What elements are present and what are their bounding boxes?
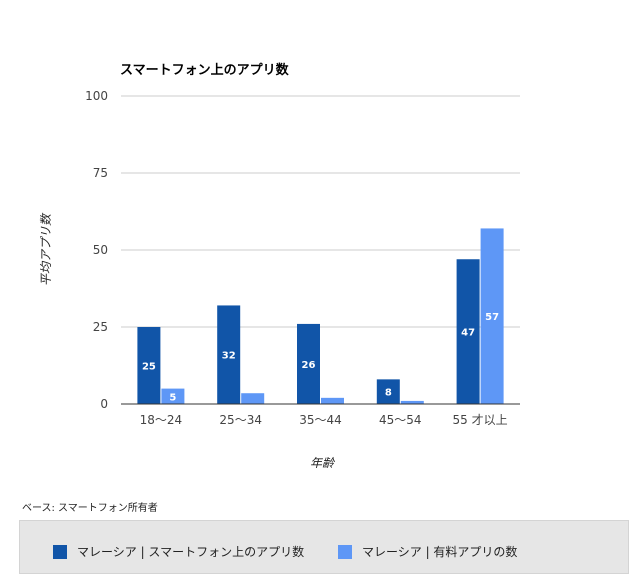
chart-title: スマートフォン上のアプリ数	[120, 62, 290, 78]
y-axis-ticks: 0 25 50 75 100	[85, 89, 108, 411]
x-tick-label-0: 18～24	[140, 413, 183, 427]
bar-label-s0-1: 32	[222, 351, 236, 362]
y-tick-label-0: 0	[100, 397, 108, 411]
bar-s0-1[interactable]	[217, 305, 241, 404]
bar-s0-4[interactable]	[456, 259, 480, 404]
legend-label-apps: マレーシア | スマートフォン上のアプリ数	[77, 545, 305, 559]
bar-chart: スマートフォン上のアプリ数 0 25 50 75 100 25 5 32 26 8 47 57 18…	[39, 62, 520, 470]
y-tick-label-50: 50	[93, 243, 108, 257]
bar-label-s1-0: 5	[169, 392, 176, 403]
legend-swatch-apps	[53, 544, 67, 559]
bar-label-s0-4: 47	[461, 328, 475, 339]
gridlines	[121, 95, 520, 328]
bar-s1-2[interactable]	[321, 397, 344, 404]
bar-s1-0[interactable]	[161, 388, 185, 404]
bar-s0-2[interactable]	[297, 323, 320, 404]
x-axis-ticks: 18～24 25～34 35～44 45～54 55 才以上	[140, 413, 508, 427]
legend-swatch-paid-apps	[338, 544, 352, 559]
legend-label-paid-apps: マレーシア | 有料アプリの数	[362, 545, 518, 559]
x-axis-label: 年齢	[310, 456, 336, 470]
y-tick-label-75: 75	[93, 166, 108, 180]
y-tick-label-25: 25	[93, 320, 108, 334]
bar-s0-3[interactable]	[376, 379, 400, 404]
x-tick-label-4: 55 才以上	[453, 413, 508, 427]
bar-label-s1-4: 57	[485, 312, 499, 323]
bar-s0-0[interactable]	[137, 327, 161, 404]
x-tick-label-3: 45～54	[379, 413, 422, 427]
x-tick-label-2: 35～44	[299, 413, 342, 427]
legend: マレーシア | スマートフォン上のアプリ数 マレーシア | 有料アプリの数	[19, 520, 629, 574]
legend-item-apps[interactable]: マレーシア | スマートフォン上のアプリ数	[53, 543, 304, 560]
legend-item-paid-apps[interactable]: マレーシア | 有料アプリの数	[338, 543, 517, 560]
bar-label-s0-2: 26	[302, 360, 316, 371]
bar-s1-1[interactable]	[241, 393, 265, 404]
y-axis-label: 平均アプリ数	[39, 212, 53, 286]
bars: 25 5 32 26 8 47 57	[137, 228, 504, 404]
base-footnote: ベース: スマートフォン所有者	[22, 503, 158, 514]
y-tick-label-100: 100	[85, 89, 108, 103]
bar-label-s0-3: 8	[385, 388, 392, 399]
x-tick-label-1: 25～34	[219, 413, 262, 427]
bar-s1-3[interactable]	[400, 400, 424, 404]
bar-s1-4[interactable]	[480, 228, 504, 404]
bar-label-s0-0: 25	[142, 362, 156, 373]
